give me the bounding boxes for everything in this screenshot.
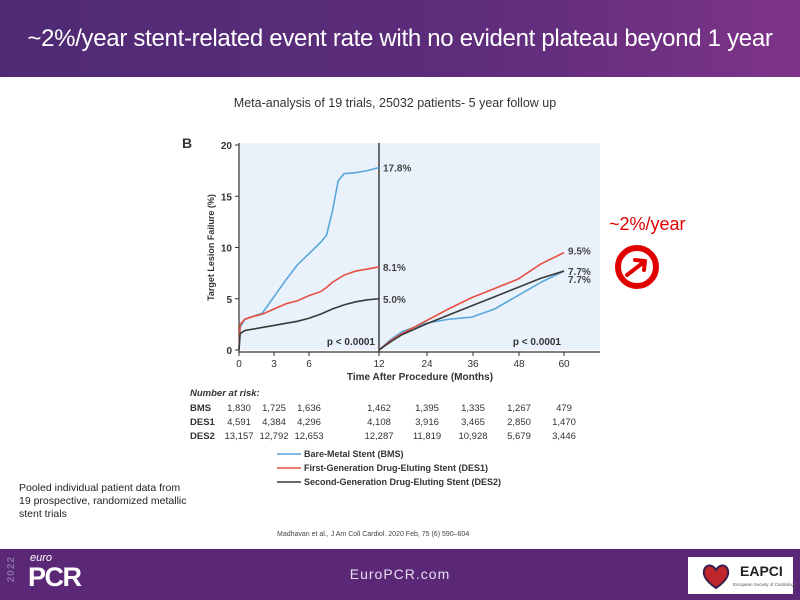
risk-cell: 13,157 (224, 431, 253, 442)
x-tick-label: 48 (513, 359, 525, 370)
risk-cell: 1,395 (415, 403, 439, 414)
risk-cell: 12,287 (364, 431, 393, 442)
slide-title: ~2%/year stent-related event rate with n… (27, 24, 773, 52)
risk-cell: 12,653 (294, 431, 323, 442)
risk-cell: 1,462 (367, 403, 391, 414)
risk-cell: 2,850 (507, 417, 531, 428)
x-tick-label: 0 (236, 359, 242, 370)
y-tick-label: 15 (221, 192, 233, 203)
y-tick-label: 5 (226, 295, 232, 306)
legend-entry-des2: Second-Generation Drug-Eluting Stent (DE… (304, 477, 501, 487)
trend-up-arrow-circle-icon (615, 245, 659, 289)
footer-url-link[interactable]: EuroPCR.com (349, 566, 451, 582)
eapci-logo-text: EAPCI (740, 563, 783, 579)
series-line-bms-12-60 (378, 270, 565, 351)
end-label-des2-12m: 5.0% (383, 295, 406, 306)
eapci-heart-icon (702, 564, 730, 590)
y-axis-label: Target Lesion Failure (%) (206, 194, 216, 301)
risk-cell: 1,335 (461, 403, 485, 414)
end-label-des2-60m: 7.7% (568, 267, 591, 278)
risk-cell: 479 (556, 403, 572, 414)
x-tick-label: 6 (306, 359, 312, 370)
risk-cell: 1,636 (297, 403, 321, 414)
end-label-bms-12m: 17.8% (383, 164, 411, 175)
risk-cell: 4,296 (297, 417, 321, 428)
risk-cell: 12,792 (259, 431, 288, 442)
series-line-des1-12-60 (378, 251, 565, 351)
x-tick-label: 3 (271, 359, 277, 370)
chart-subtitle: Meta-analysis of 19 trials, 25032 patien… (233, 96, 557, 110)
risk-row-label: BMS (190, 403, 211, 414)
citation: Madhavan et al., J Am Coll Cardiol. 2020… (277, 531, 470, 538)
risk-cell: 4,108 (367, 417, 391, 428)
risk-cell: 5,679 (507, 431, 531, 442)
risk-cell: 1,470 (552, 417, 576, 428)
y-tick-label: 0 (226, 346, 232, 357)
risk-row-label: DES2 (190, 431, 215, 442)
series-line-des2-0-12 (238, 297, 380, 351)
panel-label: B (182, 135, 192, 151)
risk-cell: 3,465 (461, 417, 485, 428)
risk-cell: 11,819 (413, 431, 441, 442)
risk-cell: 1,830 (227, 403, 251, 414)
slide-header: ~2%/year stent-related event rate with n… (0, 0, 800, 77)
logo-euro: euro (30, 552, 53, 564)
risk-table-title: Number at risk: (190, 388, 260, 399)
slide-footer (0, 549, 800, 600)
x-tick-label: 12 (373, 359, 385, 370)
plot-background (239, 143, 600, 350)
y-tick-label: 10 (221, 244, 233, 255)
risk-cell: 4,384 (262, 417, 286, 428)
y-tick-label: 20 (221, 141, 233, 152)
risk-cell: 1,725 (262, 403, 286, 414)
legend-entry-bms: Bare-Metal Stent (BMS) (304, 449, 404, 459)
legend-entry-des1: First-Generation Drug-Eluting Stent (DES… (304, 463, 488, 473)
rate-callout: ~2%/year (609, 214, 686, 234)
p-value-label: p < 0.0001 (513, 337, 562, 348)
series-line-des2-12-60 (378, 270, 565, 351)
end-label-bms-60m: 7.7% (568, 275, 591, 286)
risk-cell: 10,928 (458, 431, 487, 442)
end-label-des1-12m: 8.1% (383, 263, 406, 274)
risk-cell: 4,591 (227, 417, 251, 428)
europcr-logo: PCR (28, 562, 82, 592)
x-tick-label: 36 (467, 359, 479, 370)
x-axis-label: Time After Procedure (Months) (347, 372, 493, 383)
x-tick-label: 60 (558, 359, 570, 370)
x-tick-label: 24 (421, 359, 433, 370)
pooled-data-note: Pooled individual patient data from 19 p… (19, 482, 187, 520)
end-label-des1-60m: 9.5% (568, 247, 591, 258)
risk-cell: 3,446 (552, 431, 576, 442)
p-value-label: p < 0.0001 (327, 337, 376, 348)
risk-cell: 1,267 (507, 403, 531, 414)
series-line-des1-0-12 (238, 266, 380, 351)
risk-cell: 3,916 (415, 417, 439, 428)
risk-row-label: DES1 (190, 417, 216, 428)
esc-subtext: European Society of Cardiology (733, 582, 797, 587)
